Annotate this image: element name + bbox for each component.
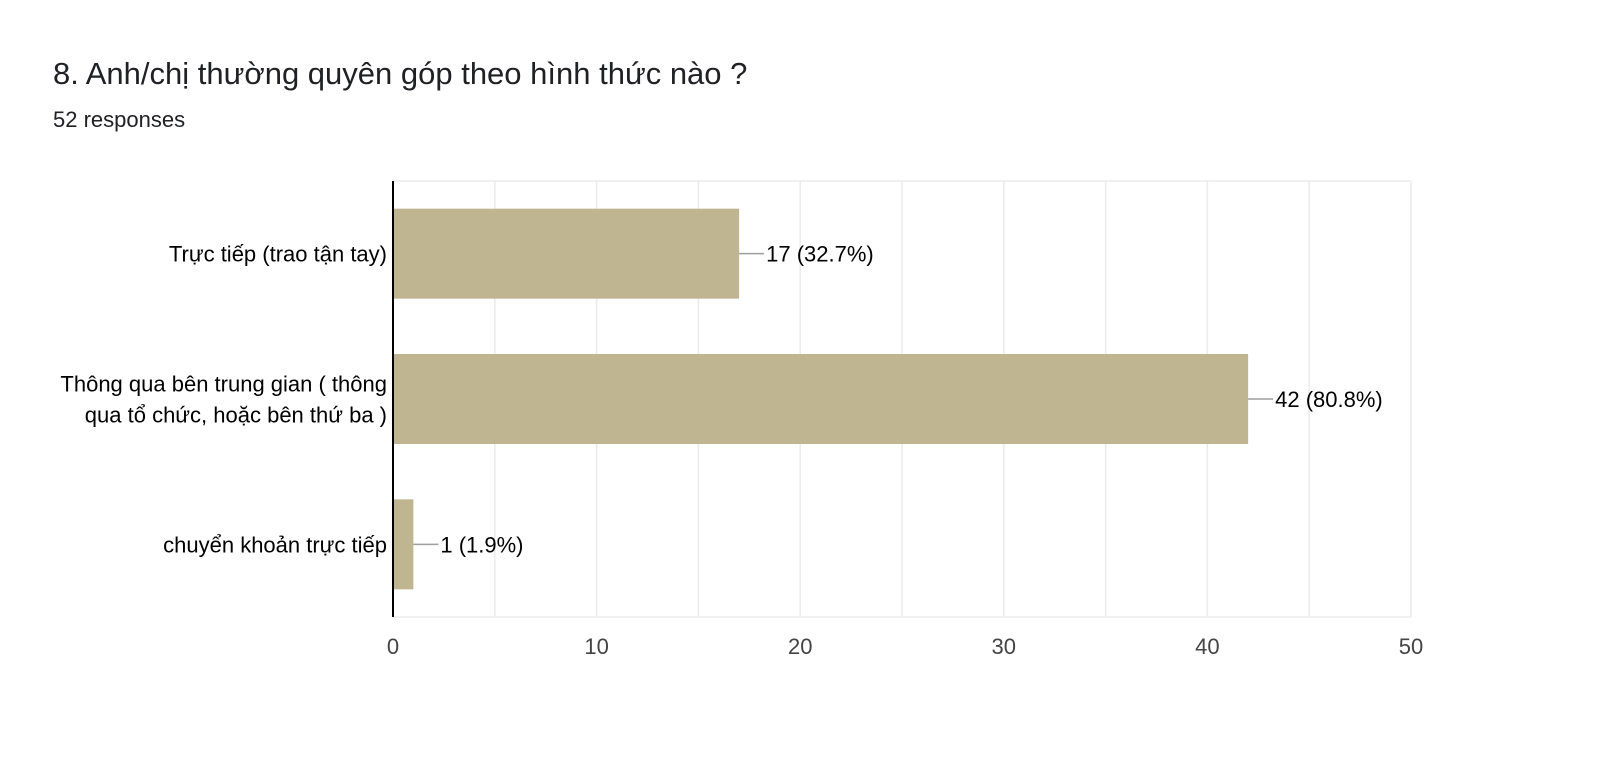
bar: [393, 354, 1249, 444]
data-label: 42 (80.8%): [1275, 387, 1383, 412]
category-label: qua tổ chức, hoặc bên thứ ba ): [85, 403, 387, 428]
category-label: Trực tiếp (trao tận tay): [169, 242, 387, 267]
data-label: 17 (32.7%): [766, 242, 874, 267]
x-tick-label: 30: [992, 634, 1016, 659]
chart-title: 8. Anh/chị thường quyên góp theo hình th…: [53, 56, 748, 91]
x-tick-label: 50: [1399, 634, 1423, 659]
x-tick-label: 20: [788, 634, 812, 659]
x-tick-label: 40: [1195, 634, 1219, 659]
bar: [393, 499, 414, 590]
category-label: chuyển khoản trực tiếp: [163, 532, 387, 557]
bar: [393, 208, 740, 299]
x-tick-label: 10: [584, 634, 608, 659]
response-count: 52 responses: [53, 107, 186, 132]
x-tick-label: 0: [387, 634, 399, 659]
category-label: Thông qua bên trung gian ( thông: [60, 372, 387, 397]
data-label: 1 (1.9%): [440, 532, 523, 557]
